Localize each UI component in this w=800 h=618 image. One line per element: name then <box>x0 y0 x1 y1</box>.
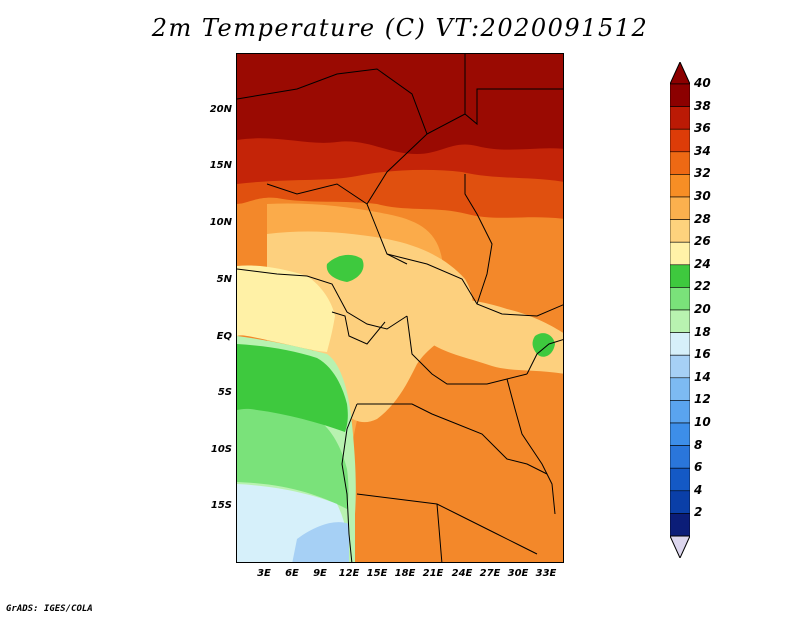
color-legend <box>669 60 691 560</box>
colorbar-segment <box>669 422 691 446</box>
colorbar-tick-label: 14 <box>694 369 711 384</box>
country-borders <box>237 54 563 562</box>
colorbar-tick-label: 34 <box>694 143 711 158</box>
colorbar-segment <box>669 106 691 130</box>
colorbar-tick-label: 30 <box>694 189 711 203</box>
lon-label-15e: 15E <box>366 568 388 579</box>
lon-label-24e: 24E <box>451 568 473 579</box>
lon-label-30e: 30E <box>507 568 529 579</box>
colorbar-tick-label: 38 <box>694 98 711 113</box>
colorbar-segment <box>669 151 691 175</box>
colorbar-segment <box>669 354 691 379</box>
colorbar-segment <box>669 513 691 537</box>
colorbar-segment <box>669 332 691 356</box>
colorbar-segment <box>669 174 691 198</box>
lon-label-9e: 9E <box>313 568 327 579</box>
colorbar-segment <box>669 377 691 401</box>
tan-zone-east <box>407 298 563 374</box>
colorbar-segment <box>669 490 691 514</box>
colorbar-segment <box>669 287 691 311</box>
map-svg <box>237 54 563 562</box>
colorbar-tick-label: 8 <box>694 437 703 452</box>
colorbar-tick-label: 22 <box>694 279 711 294</box>
lon-label-27e: 27E <box>479 568 501 579</box>
colorbar-segment <box>669 196 691 220</box>
colorbar-segment <box>669 400 691 424</box>
temperature-map[interactable] <box>236 53 564 563</box>
lat-label-5n: 5N <box>216 274 232 285</box>
colorbar-tick-label: 26 <box>694 234 711 249</box>
lon-label-6e: 6E <box>285 568 299 579</box>
lon-label-33e: 33E <box>535 568 557 579</box>
colorbar-tick-label: 12 <box>694 392 711 407</box>
colorbar-tick-label: 40 <box>694 76 711 90</box>
pale-yellow-zone <box>237 265 335 352</box>
colorbar-svg <box>669 60 691 560</box>
colorbar-tick-label: 36 <box>694 121 711 136</box>
lat-label-15n: 15N <box>209 160 232 171</box>
lat-label-eq: EQ <box>216 331 232 342</box>
lon-label-21e: 21E <box>422 568 444 579</box>
lat-label-10s: 10S <box>210 444 232 455</box>
hot-zone <box>237 169 563 219</box>
colorbar-tick-label: 18 <box>694 324 711 339</box>
colorbar-segment <box>669 128 691 153</box>
colorbar-tick-label: 24 <box>694 256 711 271</box>
colorbar-segment <box>669 467 691 492</box>
lat-label-20n: 20N <box>209 104 232 115</box>
colorbar-segment <box>669 264 691 288</box>
lon-label-3e: 3E <box>257 568 271 579</box>
colorbar-segment <box>669 219 691 243</box>
lon-label-18e: 18E <box>394 568 416 579</box>
green-patch-lake <box>532 333 555 357</box>
lat-label-10n: 10N <box>209 217 232 228</box>
colorbar-segment <box>669 83 691 107</box>
colorbar-tick-label: 6 <box>694 460 703 475</box>
colorbar-tick-label: 2 <box>694 505 703 520</box>
green-patch-cameroon <box>326 254 364 282</box>
lat-label-15s: 15S <box>210 500 232 511</box>
colorbar-under-triangle <box>669 535 691 560</box>
colorbar-tick-label: 28 <box>694 211 711 226</box>
colorbar-tick-label: 20 <box>694 302 711 316</box>
green-zone <box>237 344 348 432</box>
lon-label-12e: 12E <box>338 568 360 579</box>
extreme-heat-zone <box>237 54 563 154</box>
chart-title: 2m Temperature (C) VT:2020091512 <box>151 14 649 42</box>
colorbar-tick-label: 10 <box>694 415 711 429</box>
colorbar-segment <box>669 241 691 266</box>
colorbar-tick-label: 16 <box>694 347 711 362</box>
colorbar-tick-label: 4 <box>694 482 703 497</box>
light-blue-zone <box>292 522 349 562</box>
colorbar-over-triangle <box>669 60 691 85</box>
light-green-zone <box>237 399 349 509</box>
colorbar-segment <box>669 309 691 333</box>
colorbar-segment <box>669 445 691 469</box>
footer-credit: GrADS: IGES/COLA <box>6 604 93 614</box>
lat-label-5s: 5S <box>217 387 232 398</box>
colorbar-tick-label: 32 <box>694 166 711 181</box>
